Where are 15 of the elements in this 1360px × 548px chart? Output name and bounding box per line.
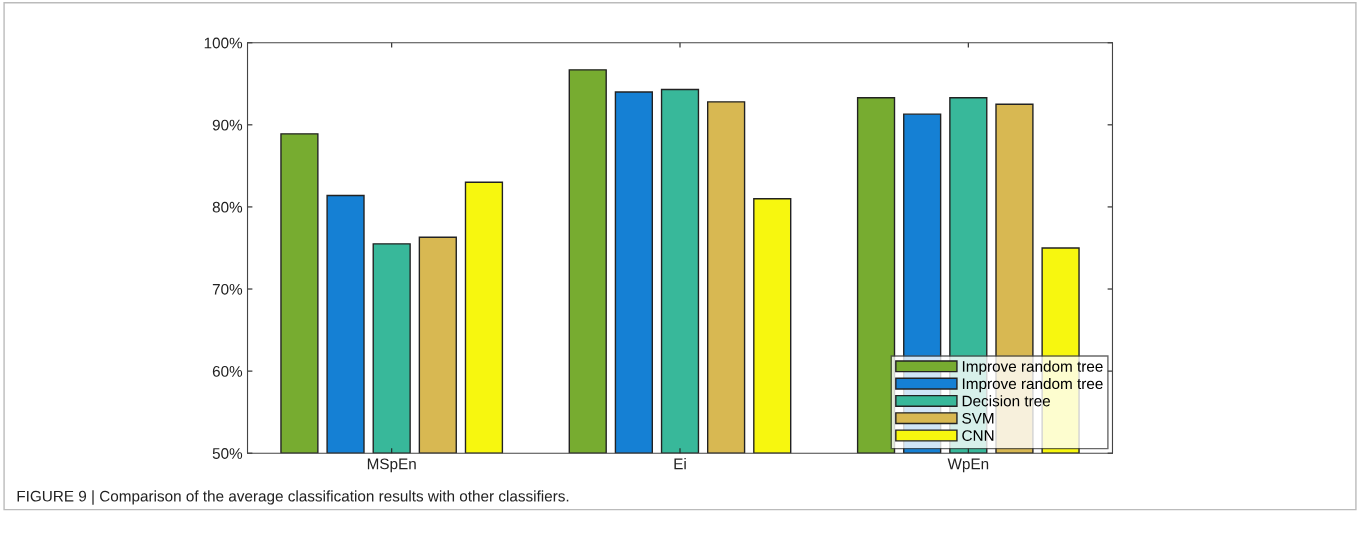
legend-label: Decision tree — [962, 395, 1050, 407]
caption: FIGURE 9 | Comparison of the average classification results with other classifiers. — [17, 490, 569, 505]
legend-label: CNN — [962, 430, 994, 442]
y-tick-label: 80% — [212, 201, 243, 213]
x-tick-label: WpEn — [947, 458, 989, 473]
x-tick-label: MSpEn — [367, 458, 416, 473]
legend-label: Improve random tree — [962, 360, 1103, 375]
legend-label: SVM — [962, 412, 994, 424]
x-tick-label: Ei — [674, 458, 686, 470]
y-tick-label: 100% — [204, 37, 243, 49]
y-tick-label: 70% — [212, 283, 243, 295]
y-tick-label: 50% — [212, 448, 243, 459]
y-tick-label: 90% — [212, 119, 243, 131]
legend-label: Improve random tree — [962, 377, 1103, 393]
y-tick-label: 60% — [212, 365, 243, 377]
